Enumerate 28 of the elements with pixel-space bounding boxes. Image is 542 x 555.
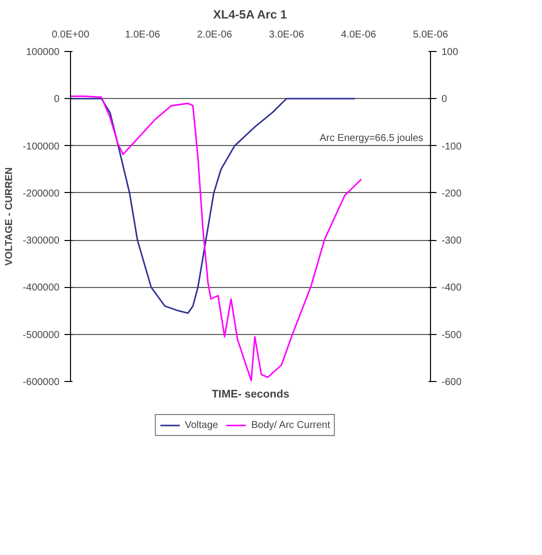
- y-axis-title: VOLTAGE - CURREN: [4, 167, 15, 266]
- x-tick-label: 4.0E-06: [340, 30, 376, 40]
- x-tick-label: 1.0E-06: [124, 30, 160, 40]
- x-tick-label: 2.0E-06: [196, 30, 232, 40]
- y2-tick-label: -600: [442, 377, 462, 388]
- x-axis-title: TIME- seconds: [212, 388, 290, 400]
- y2-tick-label: -300: [442, 236, 462, 247]
- y-tick-label: -400000: [22, 282, 60, 294]
- y2-tick-label: -100: [442, 141, 462, 152]
- legend-label: Body/ Arc Current: [251, 419, 330, 431]
- y2-tick-label: 100: [442, 47, 459, 58]
- y2-tick-label: -400: [442, 282, 462, 294]
- y-tick-label: -100000: [22, 141, 60, 152]
- y-tick-label: 0: [54, 94, 60, 106]
- y-tick-label: -200000: [22, 188, 60, 200]
- annotation: Arc Energy=66.5 joules: [320, 132, 424, 144]
- chart-title: XL4-5A Arc 1: [213, 8, 288, 22]
- y-tick-label: -500000: [22, 330, 60, 341]
- y-tick-label: -600000: [22, 377, 60, 388]
- y2-tick-label: -200: [442, 188, 462, 200]
- x-tick-label: 5.0E-06: [412, 30, 448, 40]
- x-tick-label: 0.0E+00: [52, 30, 90, 40]
- y-tick-label: -300000: [22, 236, 60, 247]
- y2-tick-label: 0: [442, 94, 448, 106]
- y2-tick-label: -500: [442, 330, 462, 341]
- y-tick-label: 100000: [26, 47, 60, 58]
- legend-label: Voltage: [184, 419, 218, 431]
- x-tick-label: 3.0E-06: [268, 30, 304, 40]
